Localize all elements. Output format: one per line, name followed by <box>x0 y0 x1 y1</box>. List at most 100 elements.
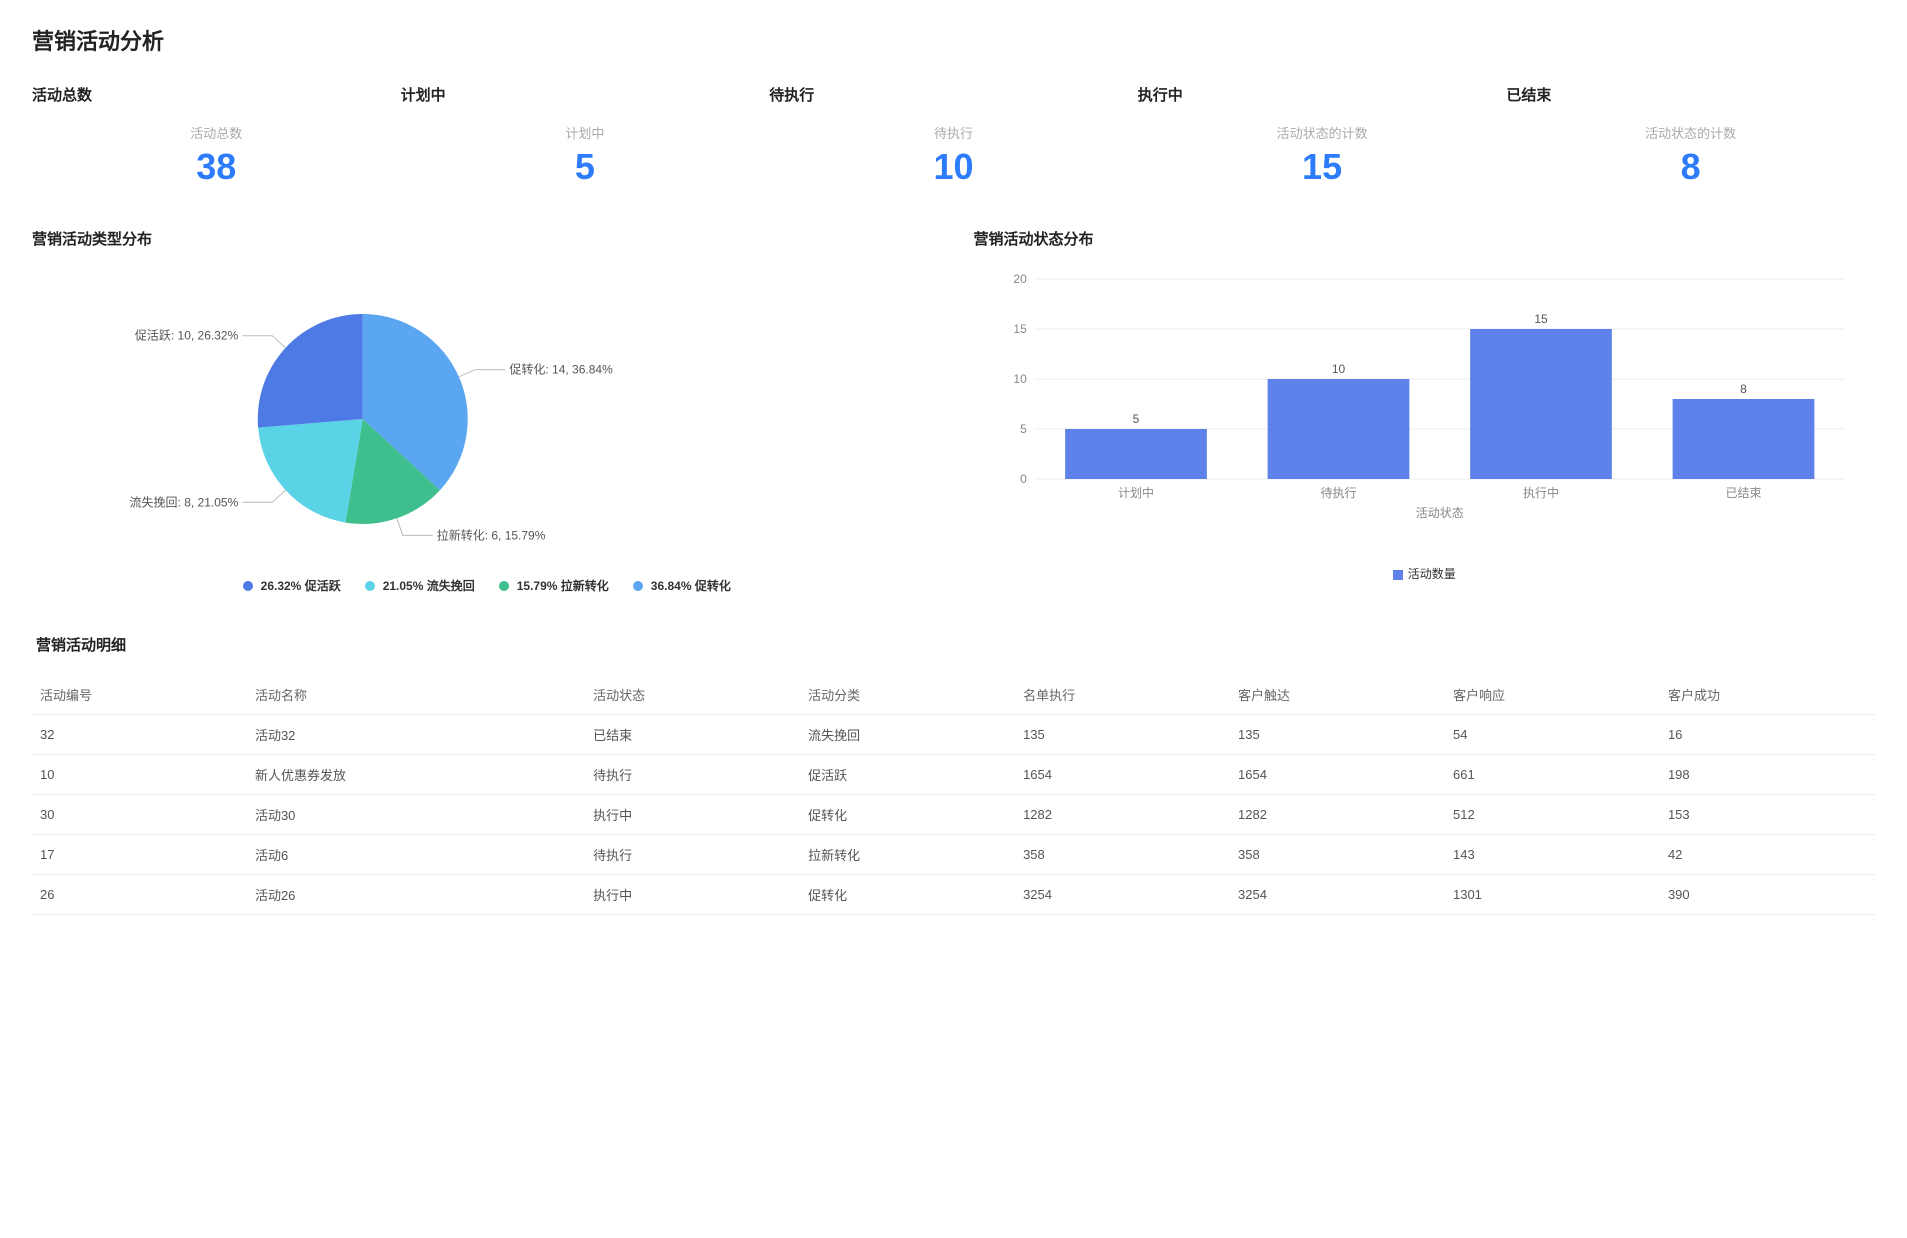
legend-swatch <box>243 581 253 591</box>
kpi-sublabel: 活动状态的计数 <box>1138 123 1507 142</box>
kpi-sublabel: 待执行 <box>769 123 1138 142</box>
table-row[interactable]: 17活动6待执行拉新转化35835814342 <box>32 835 1875 875</box>
table-row[interactable]: 26活动26执行中促转化325432541301390 <box>32 875 1875 915</box>
legend-swatch <box>633 581 643 591</box>
bar-legend-label: 活动数量 <box>1408 567 1456 581</box>
table-row[interactable]: 10新人优惠券发放待执行促活跃16541654661198 <box>32 755 1875 795</box>
page-title: 营销活动分析 <box>32 24 1875 56</box>
table-column-header[interactable]: 客户触达 <box>1230 675 1445 715</box>
bar-value-label: 8 <box>1740 382 1747 396</box>
table-cell: 153 <box>1660 795 1875 835</box>
table-cell: 1282 <box>1230 795 1445 835</box>
bar-category-label: 已结束 <box>1725 486 1761 500</box>
y-tick-label: 10 <box>1013 372 1027 386</box>
pie-legend-text: 26.32% 促活跃 <box>261 577 341 594</box>
bar-category-label: 执行中 <box>1522 485 1558 500</box>
bar[interactable] <box>1672 399 1814 479</box>
table-column-header[interactable]: 活动编号 <box>32 675 247 715</box>
table-row[interactable]: 30活动30执行中促转化12821282512153 <box>32 795 1875 835</box>
pie-legend-item[interactable]: 15.79% 拉新转化 <box>491 577 609 594</box>
table-column-header[interactable]: 活动状态 <box>585 675 800 715</box>
table-cell: 新人优惠券发放 <box>247 755 585 795</box>
table-section: 营销活动明细 活动编号活动名称活动状态活动分类名单执行客户触达客户响应客户成功 … <box>32 634 1875 915</box>
pie-slice[interactable] <box>258 314 363 428</box>
kpi-card: 待执行 待执行 10 <box>769 84 1138 188</box>
kpi-header: 待执行 <box>769 84 1138 105</box>
bar[interactable] <box>1267 379 1409 479</box>
table-column-header[interactable]: 名单执行 <box>1015 675 1230 715</box>
table-cell: 512 <box>1445 795 1660 835</box>
pie-legend-item[interactable]: 21.05% 流失挽回 <box>357 577 475 594</box>
table-cell: 促活跃 <box>800 755 1015 795</box>
bar[interactable] <box>1470 329 1612 479</box>
table-cell: 135 <box>1015 715 1230 755</box>
kpi-value: 8 <box>1506 146 1875 188</box>
table-cell: 30 <box>32 795 247 835</box>
table-column-header[interactable]: 活动名称 <box>247 675 585 715</box>
kpi-card: 计划中 计划中 5 <box>401 84 770 188</box>
table-cell: 358 <box>1015 835 1230 875</box>
table-cell: 执行中 <box>585 795 800 835</box>
bar-chart-panel: 营销活动状态分布 051015205计划中10待执行15执行中8已结束活动状态 … <box>974 228 1876 594</box>
kpi-card: 执行中 活动状态的计数 15 <box>1138 84 1507 188</box>
pie-leader-line <box>242 336 285 348</box>
kpi-sublabel: 计划中 <box>401 123 770 142</box>
table-cell: 拉新转化 <box>800 835 1015 875</box>
pie-slice-label: 促转化: 14, 36.84% <box>509 362 613 377</box>
table-cell: 促转化 <box>800 795 1015 835</box>
table-cell: 1282 <box>1015 795 1230 835</box>
kpi-row: 活动总数 活动总数 38 计划中 计划中 5 待执行 待执行 10 执行中 活动… <box>32 84 1875 188</box>
pie-leader-line <box>242 490 285 502</box>
table-cell: 1301 <box>1445 875 1660 915</box>
table-cell: 198 <box>1660 755 1875 795</box>
kpi-sublabel: 活动状态的计数 <box>1506 123 1875 142</box>
pie-legend-text: 15.79% 拉新转化 <box>517 577 609 594</box>
legend-swatch <box>365 581 375 591</box>
table-cell: 3254 <box>1230 875 1445 915</box>
table-cell: 26 <box>32 875 247 915</box>
table-cell: 流失挽回 <box>800 715 1015 755</box>
table-cell: 待执行 <box>585 835 800 875</box>
y-tick-label: 20 <box>1013 272 1027 286</box>
table-cell: 执行中 <box>585 875 800 915</box>
table-cell: 促转化 <box>800 875 1015 915</box>
kpi-card: 已结束 活动状态的计数 8 <box>1506 84 1875 188</box>
y-tick-label: 5 <box>1020 422 1027 436</box>
table-cell: 活动30 <box>247 795 585 835</box>
pie-slice[interactable] <box>258 419 363 523</box>
kpi-header: 计划中 <box>401 84 770 105</box>
pie-chart: 促转化: 14, 36.84%拉新转化: 6, 15.79%流失挽回: 8, 2… <box>32 269 934 569</box>
kpi-value: 10 <box>769 146 1138 188</box>
pie-legend: 26.32% 促活跃 21.05% 流失挽回 15.79% 拉新转化 36.84% 促… <box>32 577 934 594</box>
legend-swatch <box>1393 570 1403 580</box>
pie-chart-panel: 营销活动类型分布 促转化: 14, 36.84%拉新转化: 6, 15.79%流… <box>32 228 934 594</box>
pie-legend-item[interactable]: 36.84% 促转化 <box>625 577 731 594</box>
table-cell: 活动6 <box>247 835 585 875</box>
bar-chart-title: 营销活动状态分布 <box>974 228 1876 249</box>
table-cell: 已结束 <box>585 715 800 755</box>
bar-legend: 活动数量 <box>974 565 1876 582</box>
legend-swatch <box>499 581 509 591</box>
kpi-value: 15 <box>1138 146 1507 188</box>
table-cell: 16 <box>1660 715 1875 755</box>
table-scroll[interactable]: 活动编号活动名称活动状态活动分类名单执行客户触达客户响应客户成功 32活动32已… <box>32 675 1875 915</box>
pie-slice-label: 促活跃: 10, 26.32% <box>135 329 239 343</box>
table-cell: 32 <box>32 715 247 755</box>
kpi-header: 执行中 <box>1138 84 1507 105</box>
charts-row: 营销活动类型分布 促转化: 14, 36.84%拉新转化: 6, 15.79%流… <box>32 228 1875 594</box>
table-cell: 54 <box>1445 715 1660 755</box>
pie-leader-line <box>459 370 505 377</box>
table-cell: 143 <box>1445 835 1660 875</box>
table-column-header[interactable]: 客户成功 <box>1660 675 1875 715</box>
pie-legend-text: 21.05% 流失挽回 <box>383 577 475 594</box>
kpi-sublabel: 活动总数 <box>32 123 401 142</box>
bar-chart: 051015205计划中10待执行15执行中8已结束活动状态 <box>974 269 1876 559</box>
table-column-header[interactable]: 客户响应 <box>1445 675 1660 715</box>
pie-chart-title: 营销活动类型分布 <box>32 228 934 249</box>
table-row[interactable]: 32活动32已结束流失挽回1351355416 <box>32 715 1875 755</box>
pie-svg: 促转化: 14, 36.84%拉新转化: 6, 15.79%流失挽回: 8, 2… <box>32 269 934 569</box>
table-column-header[interactable]: 活动分类 <box>800 675 1015 715</box>
bar[interactable] <box>1065 429 1207 479</box>
kpi-header: 活动总数 <box>32 84 401 105</box>
pie-legend-item[interactable]: 26.32% 促活跃 <box>235 577 341 594</box>
